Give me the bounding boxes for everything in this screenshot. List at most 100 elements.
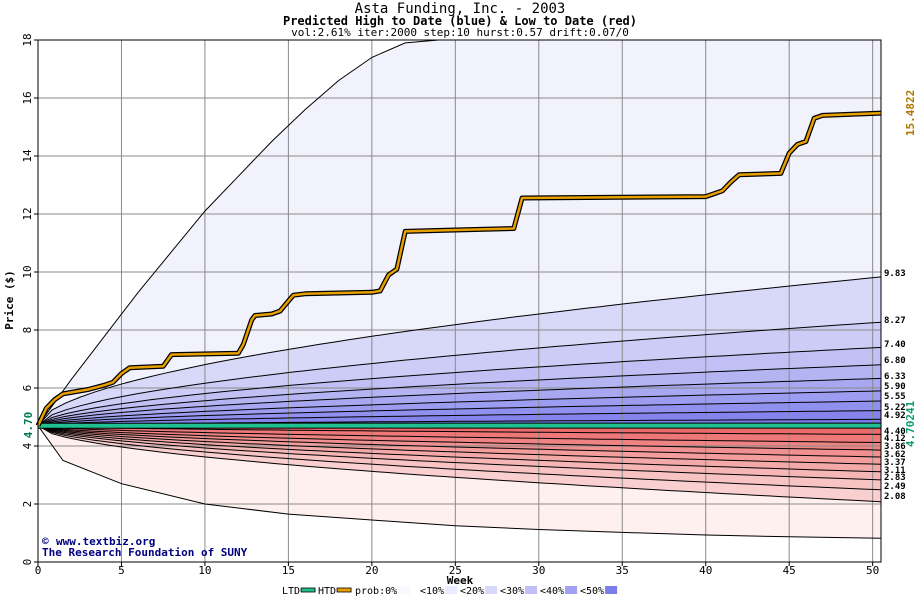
legend-label-3: prob:0% bbox=[355, 586, 397, 597]
series-lines bbox=[35, 110, 882, 429]
y-tick-label-14: 14 bbox=[21, 149, 34, 163]
percentile-line-6 bbox=[37, 390, 882, 427]
y-tick-label-12: 12 bbox=[21, 207, 34, 220]
legend-label-2: HTD bbox=[318, 586, 336, 597]
chart-params: vol:2.61% iter:2000 step:10 hurst:0.57 d… bbox=[291, 26, 629, 39]
low-pct-label-8: 2.49 bbox=[884, 482, 906, 492]
percentile-labels: 9.83 8.27 7.40 6.80 6.335.905.555.224.92 4.40… bbox=[884, 269, 906, 502]
band-high-8 bbox=[38, 410, 881, 426]
x-tick-label-15: 15 bbox=[282, 564, 295, 577]
x-tick-label-5: 5 bbox=[118, 564, 125, 577]
percentile-line-3 bbox=[37, 346, 882, 427]
percentile-line-8 bbox=[37, 410, 882, 427]
copyright-symbol: © bbox=[42, 535, 49, 548]
percentile-line-13 bbox=[37, 425, 882, 458]
credit-org: The Research Foundation of SUNY bbox=[42, 546, 248, 559]
percentile-line-7 bbox=[37, 400, 882, 427]
low-pct-label-6: 3.11 bbox=[884, 466, 906, 476]
percentile-line-10 bbox=[37, 425, 882, 435]
percentile-line-17 bbox=[37, 425, 882, 491]
band-low-3 bbox=[38, 425, 881, 451]
percentile-line-18 bbox=[37, 425, 882, 503]
legend-swatch-1 bbox=[300, 587, 316, 593]
legend-label-7: <40% bbox=[540, 586, 564, 597]
percentile-line-5 bbox=[37, 377, 882, 427]
legend-label-8: <50% bbox=[580, 586, 604, 597]
y-axis-label: Price ($) bbox=[3, 270, 16, 330]
band-low-outer bbox=[38, 425, 881, 539]
band-high-6 bbox=[38, 390, 881, 426]
percentile-line-14 bbox=[37, 425, 882, 465]
high-envelope-line bbox=[37, 39, 439, 426]
high-pct-label-4: 6.80 bbox=[884, 356, 906, 366]
band-low-4 bbox=[38, 425, 881, 457]
percentile-line-1 bbox=[37, 276, 882, 427]
x-axis-label: Week bbox=[447, 574, 474, 587]
legend-swatch-2 bbox=[336, 587, 352, 593]
x-tick-label-50: 50 bbox=[866, 564, 879, 577]
legend-swatch-8 bbox=[605, 586, 618, 594]
high-pct-label-7: 5.55 bbox=[884, 392, 906, 402]
legend-swatch-5 bbox=[485, 586, 498, 594]
htd-line bbox=[36, 111, 882, 427]
high-pct-label-2: 8.27 bbox=[884, 316, 906, 326]
band-high-1 bbox=[38, 276, 881, 426]
percentile-line-16 bbox=[37, 425, 882, 481]
percentile-line-4 bbox=[37, 364, 882, 427]
start-price-label: 4.70 bbox=[22, 412, 35, 439]
band-high-7 bbox=[38, 401, 881, 426]
band-low-5 bbox=[38, 425, 881, 465]
y-tick-label-6: 6 bbox=[21, 385, 34, 392]
percentile-line-2 bbox=[37, 321, 882, 427]
legend-swatch-6 bbox=[525, 586, 538, 594]
band-low-7 bbox=[38, 425, 881, 480]
chart-title: Asta Funding, Inc. - 2003 bbox=[355, 1, 566, 17]
legend-swatch-3 bbox=[398, 586, 411, 594]
y-tick-label-18: 18 bbox=[21, 33, 34, 46]
low-pct-label-3: 3.86 bbox=[884, 442, 906, 452]
low-pct-label-5: 3.37 bbox=[884, 458, 906, 468]
percentile-line-15 bbox=[37, 425, 882, 473]
low-envelope-line bbox=[37, 425, 882, 539]
band-high-2 bbox=[38, 322, 881, 426]
high-pct-label-1: 9.83 bbox=[884, 269, 906, 279]
chart-subtitle: Predicted High to Date (blue) & Low to D… bbox=[283, 14, 637, 28]
x-tick-label-25: 25 bbox=[449, 564, 462, 577]
y-tick-label-16: 16 bbox=[21, 91, 34, 104]
legend-label-1: LTD bbox=[282, 586, 300, 597]
legend-label-4: <10% bbox=[420, 586, 444, 597]
band-high-3 bbox=[38, 347, 881, 426]
high-pct-label-5: 6.33 bbox=[884, 372, 906, 382]
x-tick-label-10: 10 bbox=[198, 564, 211, 577]
band-low-9 bbox=[38, 425, 881, 502]
band-high-5 bbox=[38, 378, 881, 426]
low-pct-label-7: 2.83 bbox=[884, 473, 906, 483]
plot-frame bbox=[37, 39, 882, 563]
low-pct-label-2: 4.12 bbox=[884, 434, 906, 444]
envelope-lines bbox=[37, 39, 882, 539]
legend-label-5: <20% bbox=[460, 586, 484, 597]
legend-label-6: <30% bbox=[500, 586, 524, 597]
high-pct-label-8: 5.22 bbox=[884, 403, 906, 413]
band-low-6 bbox=[38, 425, 881, 472]
last-high-label: 15.4822 bbox=[904, 90, 917, 136]
band-low-8 bbox=[38, 425, 881, 490]
x-tick-label-45: 45 bbox=[783, 564, 796, 577]
x-tick-label-30: 30 bbox=[532, 564, 545, 577]
percentile-line-12 bbox=[37, 425, 882, 451]
high-pct-label-3: 7.40 bbox=[884, 340, 906, 350]
y-tick-label-2: 2 bbox=[21, 501, 34, 508]
credit-site[interactable]: www.textbiz.org bbox=[56, 535, 155, 548]
x-axis-ticks: 0 5 10 15 20 25 30 35 40 45 50 bbox=[35, 562, 879, 577]
low-pct-label-9: 2.08 bbox=[884, 492, 906, 502]
x-tick-label-40: 40 bbox=[699, 564, 712, 577]
y-tick-label-10: 10 bbox=[21, 265, 34, 278]
x-tick-label-0: 0 bbox=[35, 564, 42, 577]
y-axis-ticks: 0 2 4 6 8 10 12 14 16 18 bbox=[21, 33, 38, 565]
x-tick-label-20: 20 bbox=[365, 564, 378, 577]
probability-bands bbox=[38, 40, 881, 539]
low-pct-label-4: 3.62 bbox=[884, 450, 906, 460]
low-pct-label-1: 4.40 bbox=[884, 427, 906, 437]
y-tick-label-0: 0 bbox=[21, 559, 34, 566]
